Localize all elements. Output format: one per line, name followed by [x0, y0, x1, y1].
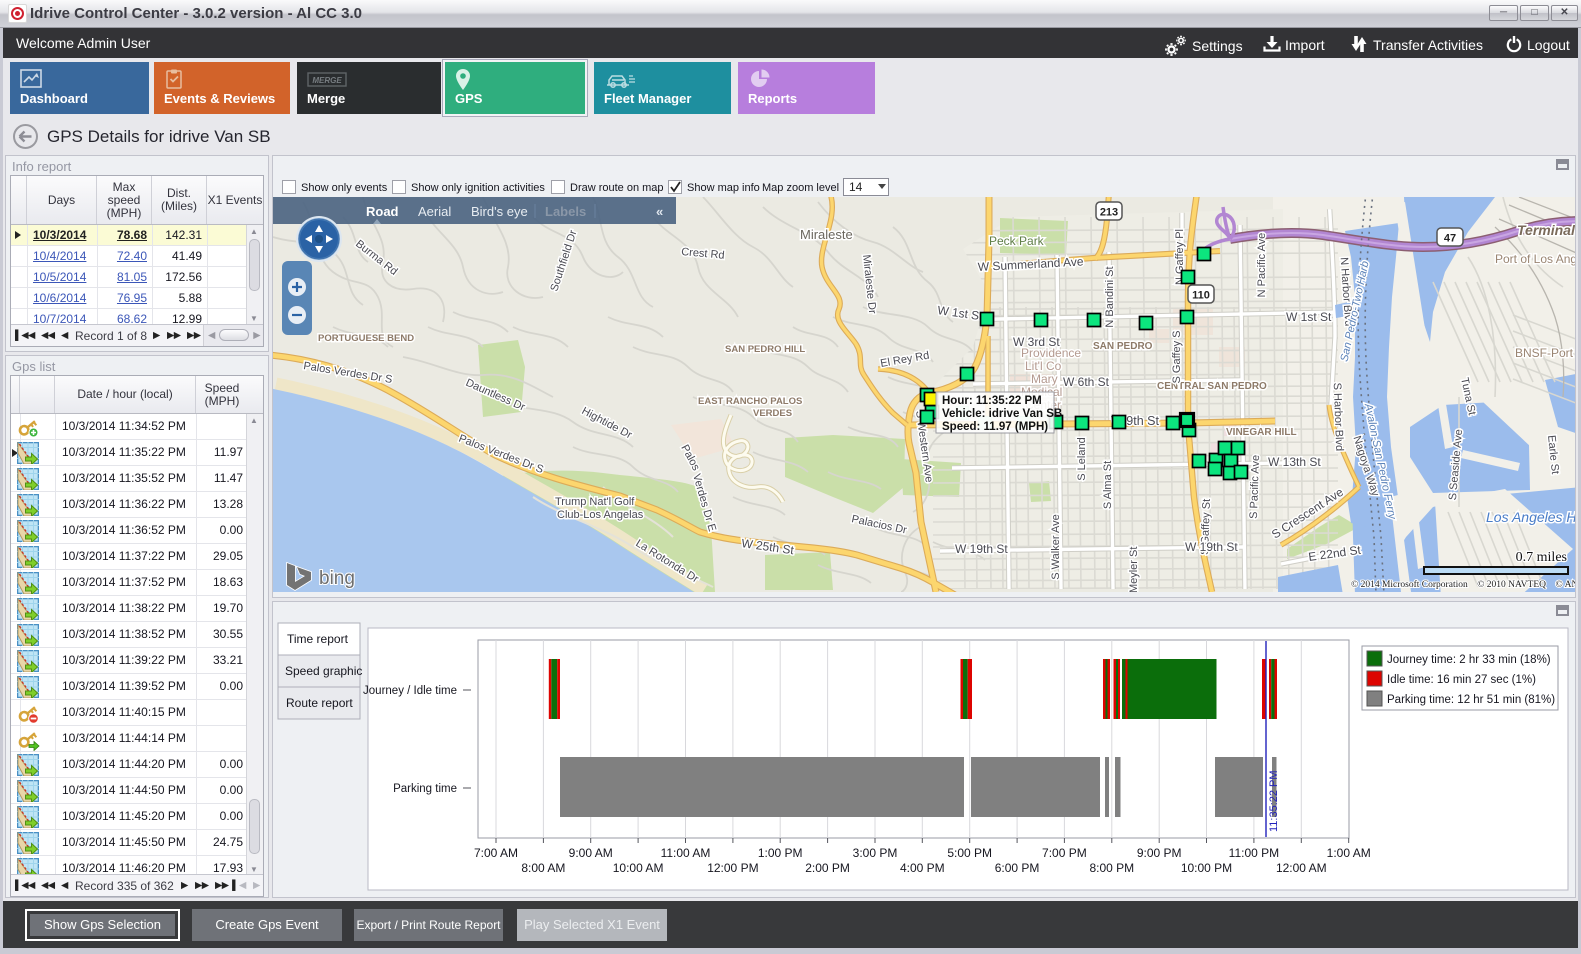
svg-text:W 1st St: W 1st St: [1286, 310, 1332, 324]
svg-text:Route report: Route report: [286, 696, 353, 710]
svg-text:© 2014 Microsoft Corporation: © 2014 Microsoft Corporation © 2010 NAVT…: [1351, 579, 1575, 590]
svg-text:Aerial: Aerial: [418, 204, 451, 219]
svg-text:W 13th St: W 13th St: [1268, 455, 1321, 469]
svg-text:BNSF-Port: BNSF-Port: [1515, 346, 1574, 360]
svg-text:Time report: Time report: [287, 632, 349, 646]
svg-text:11:00 PM: 11:00 PM: [1229, 846, 1279, 860]
svg-text:W 19th St: W 19th St: [955, 542, 1008, 556]
svg-text:11:00 AM: 11:00 AM: [661, 846, 711, 860]
svg-text:S Harbor Blvd: S Harbor Blvd: [1331, 382, 1345, 451]
svg-text:S Walker Ave: S Walker Ave: [1050, 514, 1062, 579]
svg-text:SAN PEDRO HILL: SAN PEDRO HILL: [725, 344, 805, 355]
svg-text:6:00 PM: 6:00 PM: [995, 861, 1040, 875]
svg-text:W 19th St: W 19th St: [1185, 540, 1238, 554]
svg-text:Los Angeles Harb: Los Angeles Harb: [1486, 509, 1575, 525]
svg-text:5:00 PM: 5:00 PM: [947, 846, 992, 860]
svg-text:4:00 PM: 4:00 PM: [900, 861, 945, 875]
svg-text:8:00 AM: 8:00 AM: [521, 861, 565, 875]
svg-text:Club-Los Angelas: Club-Los Angelas: [557, 509, 644, 521]
svg-text:CENTRAL SAN PEDRO: CENTRAL SAN PEDRO: [1157, 381, 1267, 392]
svg-text:SAN PEDRO: SAN PEDRO: [1093, 341, 1153, 352]
svg-text:12:00 AM: 12:00 AM: [1276, 861, 1327, 875]
svg-text:S Gaffey S: S Gaffey S: [1171, 331, 1183, 384]
svg-text:S Meyler St: S Meyler St: [1128, 547, 1140, 592]
svg-text:Lit'l Co: Lit'l Co: [1025, 359, 1062, 373]
svg-text:8:00 PM: 8:00 PM: [1089, 861, 1134, 875]
svg-text:Labels: Labels: [545, 204, 586, 219]
svg-text:MERGE: MERGE: [312, 76, 342, 85]
svg-text:7:00 PM: 7:00 PM: [1042, 846, 1087, 860]
svg-text:47: 47: [1444, 233, 1456, 245]
svg-text:Port of Los Angel: Port of Los Angel: [1495, 252, 1575, 266]
svg-text:VINEGAR HILL: VINEGAR HILL: [1226, 427, 1297, 438]
svg-text:110: 110: [1192, 290, 1210, 302]
svg-text:bing: bing: [319, 568, 355, 589]
svg-text:Hour: 11:35:22 PM: Hour: 11:35:22 PM: [942, 395, 1042, 407]
svg-text:Journey / Idle time: Journey / Idle time: [363, 685, 457, 697]
svg-text:S Leland: S Leland: [1076, 437, 1088, 480]
svg-text:N Bandini St: N Bandini St: [1104, 266, 1116, 327]
svg-text:Trump Nat'l Golf: Trump Nat'l Golf: [555, 496, 635, 508]
svg-text:EAST RANCHO PALOS: EAST RANCHO PALOS: [698, 396, 802, 407]
svg-text:N Pacific Ave: N Pacific Ave: [1256, 233, 1268, 298]
svg-text:2:00 PM: 2:00 PM: [805, 861, 850, 875]
svg-text:S Pacific Ave: S Pacific Ave: [1248, 455, 1262, 519]
svg-text:1:00 PM: 1:00 PM: [758, 846, 803, 860]
svg-text:10:00 PM: 10:00 PM: [1181, 861, 1232, 875]
svg-text:W 3rd St: W 3rd St: [1013, 335, 1060, 349]
svg-text:Speed: 11.97 (MPH): Speed: 11.97 (MPH): [942, 421, 1048, 433]
svg-text:12:00 PM: 12:00 PM: [707, 861, 758, 875]
svg-text:W 6th St: W 6th St: [1063, 375, 1110, 389]
svg-text:Idle time: 16 min 27 sec (1%): Idle time: 16 min 27 sec (1%): [1387, 674, 1536, 686]
svg-text:9:00 AM: 9:00 AM: [569, 846, 613, 860]
svg-text:Vehicle: idrive Van SB: Vehicle: idrive Van SB: [942, 408, 1062, 420]
svg-text:PORTUGUESE BEND: PORTUGUESE BEND: [318, 333, 414, 344]
svg-text:3:00 PM: 3:00 PM: [853, 846, 898, 860]
svg-text:Providence: Providence: [1021, 346, 1081, 360]
svg-text:Speed graphic: Speed graphic: [285, 664, 362, 678]
svg-text:Bird's eye: Bird's eye: [471, 204, 528, 219]
svg-text:VERDES: VERDES: [753, 408, 792, 419]
svg-text:Earle St: Earle St: [1545, 435, 1561, 475]
svg-text:213: 213: [1100, 207, 1118, 219]
svg-text:«: «: [656, 204, 663, 219]
svg-text:1:00 AM: 1:00 AM: [1327, 846, 1371, 860]
svg-text:10:00 AM: 10:00 AM: [613, 861, 664, 875]
svg-text:Mary: Mary: [1031, 372, 1058, 386]
svg-text:S Gaffey St: S Gaffey St: [1199, 499, 1213, 555]
svg-text:Parking time: 12 hr 51 min (81: Parking time: 12 hr 51 min (81%): [1387, 694, 1555, 706]
svg-text:S Alma St: S Alma St: [1102, 461, 1114, 509]
svg-text:Parking time: Parking time: [393, 783, 457, 795]
svg-text:Miraleste: Miraleste: [800, 227, 853, 242]
svg-text:9:00 PM: 9:00 PM: [1137, 846, 1182, 860]
svg-text:11:35:22 PM: 11:35:22 PM: [1268, 770, 1280, 832]
svg-text:Terminal Is: Terminal Is: [1517, 222, 1575, 238]
svg-text:0.7 miles: 0.7 miles: [1516, 550, 1567, 565]
svg-text:Journey time: 2 hr 33 min (18%: Journey time: 2 hr 33 min (18%): [1387, 654, 1551, 666]
svg-text:Peck Park: Peck Park: [989, 234, 1045, 248]
svg-text:7:00 AM: 7:00 AM: [474, 846, 518, 860]
svg-text:Crest Rd: Crest Rd: [681, 246, 725, 262]
svg-text:Road: Road: [366, 204, 399, 219]
